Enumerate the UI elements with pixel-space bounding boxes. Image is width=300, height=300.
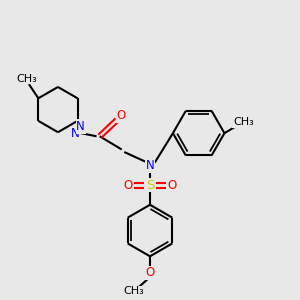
Text: CH₃: CH₃ <box>233 117 254 127</box>
Text: S: S <box>146 179 154 192</box>
Text: O: O <box>116 109 125 122</box>
Text: O: O <box>123 179 133 192</box>
Text: O: O <box>146 266 154 279</box>
Text: CH₃: CH₃ <box>16 74 37 84</box>
Text: N: N <box>76 120 85 133</box>
Text: O: O <box>167 179 177 192</box>
Text: CH₃: CH₃ <box>123 286 144 296</box>
Text: N: N <box>146 159 154 172</box>
Text: N: N <box>71 127 80 140</box>
